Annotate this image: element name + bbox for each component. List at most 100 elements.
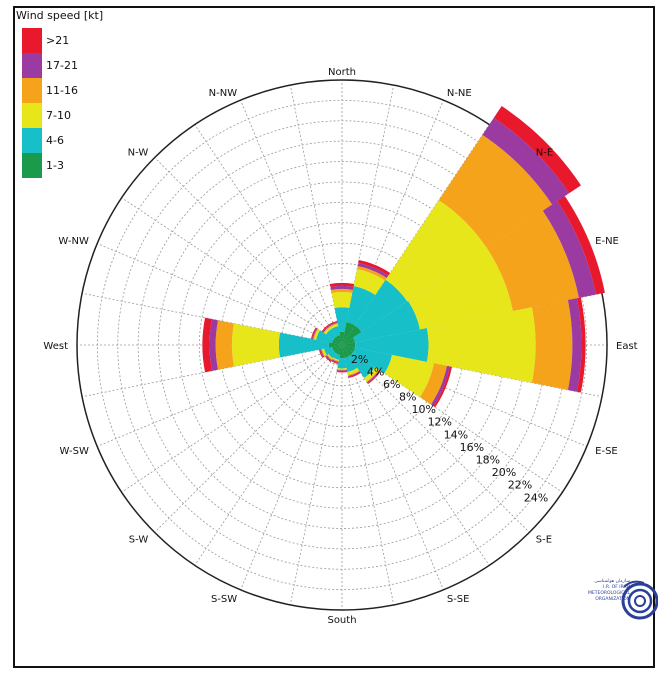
legend-label: 1-3 xyxy=(46,159,64,172)
legend-label: 11-16 xyxy=(46,84,78,97)
petal-segment xyxy=(493,106,581,194)
legend-swatch xyxy=(22,128,42,153)
petal-segment xyxy=(342,345,355,353)
petal-segment xyxy=(334,307,350,333)
grid-spoke xyxy=(289,85,343,346)
petal-segment xyxy=(384,354,434,398)
petal-segment xyxy=(408,248,513,330)
grid-spoke xyxy=(194,344,343,566)
legend-swatch xyxy=(22,78,42,103)
direction-label: S-W xyxy=(129,535,149,546)
petal-segment xyxy=(353,269,386,295)
petal-segment xyxy=(342,325,362,345)
logo-text-line: I.R. OF IRAN xyxy=(603,585,630,590)
petal-segment xyxy=(332,345,342,351)
petal-segment xyxy=(366,369,381,384)
petal-segment xyxy=(348,372,361,378)
petal-segment xyxy=(482,117,570,205)
petal-segment xyxy=(278,332,330,358)
direction-label: N-W xyxy=(128,147,149,158)
petal-segment xyxy=(342,345,354,357)
petal-segment xyxy=(327,354,333,360)
petal-segment xyxy=(542,201,596,298)
petal-segment xyxy=(430,365,450,407)
petal-segment xyxy=(328,321,338,326)
legend-title: Wind speed [kt] xyxy=(16,9,104,22)
petal-segment xyxy=(336,369,348,372)
radial-tick-labels: 2%4%6%8%10%12%14%16%18%20%22%24% xyxy=(351,353,548,504)
petal-segment xyxy=(328,342,342,348)
petal-segment xyxy=(342,342,356,348)
petal-segment xyxy=(328,322,338,327)
direction-label: E-NE xyxy=(595,236,619,247)
petal-segment xyxy=(367,370,381,384)
petal-segment xyxy=(433,366,452,408)
petal-segment xyxy=(332,358,339,362)
petal-segment xyxy=(231,323,281,367)
petal-segment xyxy=(344,356,358,372)
petal-segment xyxy=(332,357,340,361)
legend-item: 4-6 xyxy=(16,128,103,153)
petal-segment xyxy=(354,328,429,362)
petal-segment xyxy=(331,359,339,363)
petal-segment xyxy=(576,297,586,393)
petal-segment xyxy=(426,307,536,383)
legend-label: 17-21 xyxy=(46,59,78,72)
legend: Wind speed [kt] >21 17-21 11-16 7-10 4-6 1-3 xyxy=(16,9,103,178)
petal-segment xyxy=(325,355,332,362)
legend-swatch xyxy=(22,153,42,178)
logo-text-line: ORGANIZATION xyxy=(595,597,630,602)
radial-tick-label: 22% xyxy=(508,479,532,492)
petal-segment xyxy=(313,328,319,340)
petal-segment xyxy=(329,323,338,328)
petal-segment xyxy=(357,266,387,281)
grid-spoke xyxy=(121,344,343,493)
radial-tick-label: 24% xyxy=(524,491,548,504)
legend-label: 4-6 xyxy=(46,134,64,147)
direction-label: S-SW xyxy=(211,594,237,605)
petal-segment xyxy=(357,263,389,279)
petal-segment xyxy=(321,348,326,357)
petal-segment xyxy=(438,134,553,249)
direction-label: N-NE xyxy=(447,88,472,99)
grid-spoke xyxy=(97,243,343,346)
direction-label: N-NW xyxy=(209,88,238,99)
radial-tick-label: 10% xyxy=(412,403,436,416)
petal-segment xyxy=(331,360,339,364)
petal-segment xyxy=(209,319,219,371)
grid-spoke xyxy=(97,344,343,447)
petal-segment xyxy=(215,320,235,370)
petal-segment xyxy=(323,326,331,334)
grid-spoke xyxy=(341,85,395,346)
legend-item: 1-3 xyxy=(16,153,103,178)
legend-item: 11-16 xyxy=(16,78,103,103)
petal-segment xyxy=(336,335,342,345)
outer-ring xyxy=(76,79,608,611)
direction-label: E-SE xyxy=(595,446,618,457)
direction-label: East xyxy=(616,341,638,352)
petal-segment xyxy=(347,370,360,376)
legend-label: 7-10 xyxy=(46,109,71,122)
direction-label: S-SE xyxy=(447,594,470,605)
petal-segment xyxy=(322,348,327,357)
direction-label: West xyxy=(43,341,68,352)
grid-spoke xyxy=(240,344,343,590)
petal-segment xyxy=(311,327,317,340)
legend-label: >21 xyxy=(46,34,70,47)
petal-segment xyxy=(336,345,342,355)
radial-tick-label: 2% xyxy=(351,353,368,366)
petal-segment xyxy=(202,317,213,373)
legend-swatch xyxy=(22,28,42,53)
logo-emblem-icon xyxy=(621,580,658,620)
petal-segment xyxy=(366,369,380,383)
radial-tick-label: 8% xyxy=(399,391,416,404)
petal-segment xyxy=(332,339,342,345)
radial-tick-label: 4% xyxy=(367,365,384,378)
petal-segment xyxy=(325,328,337,340)
legend-item: >21 xyxy=(16,28,103,53)
direction-label: North xyxy=(328,67,356,78)
petal-segment xyxy=(321,324,329,332)
petal-segment xyxy=(324,327,332,335)
logo-text-line: METEOROLOGICAL xyxy=(588,591,630,596)
